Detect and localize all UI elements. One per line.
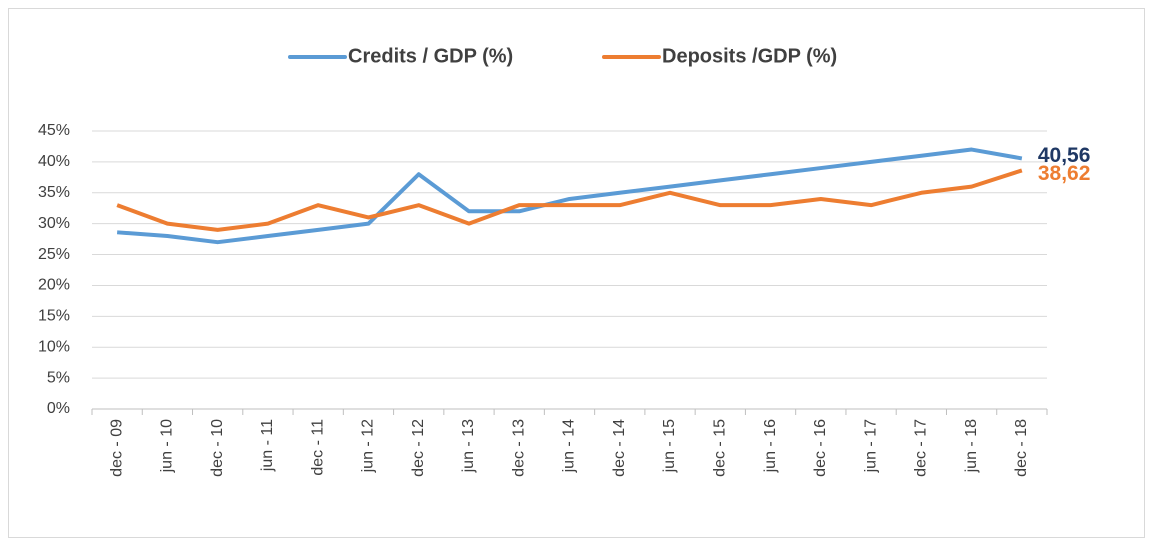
- line-series: [116, 147, 1023, 245]
- data-label: 38,62: [1038, 162, 1091, 185]
- y-tick-label: 10%: [38, 338, 70, 355]
- x-tick-label: dec - 14: [611, 419, 628, 477]
- x-tick-label: dec - 15: [712, 419, 729, 477]
- x-tick-label: dec - 12: [410, 419, 427, 477]
- x-tick-label: dec - 09: [108, 419, 125, 477]
- y-tick-label: 40%: [38, 153, 70, 170]
- legend-label: Credits / GDP (%): [348, 45, 513, 67]
- data-label: 40,56: [1038, 144, 1091, 167]
- x-tick-label: jun - 17: [862, 419, 879, 473]
- x-tick-label: jun - 12: [360, 419, 377, 473]
- x-tick-label: jun - 11: [259, 419, 276, 472]
- x-tick-label: dec - 18: [1013, 419, 1030, 477]
- x-tick-label: jun - 15: [661, 419, 678, 473]
- x-tick-label: dec - 11: [309, 419, 326, 476]
- x-tick-label: dec - 10: [209, 419, 226, 477]
- x-tick-label: jun - 16: [762, 419, 779, 473]
- legend-label: Deposits /GDP (%): [662, 45, 837, 67]
- x-tick-label: jun - 18: [963, 419, 980, 473]
- x-tick-label: jun - 14: [561, 419, 578, 473]
- y-tick-label: 0%: [47, 400, 70, 417]
- chart-border: [8, 8, 1145, 538]
- x-tick-label: jun - 13: [460, 419, 477, 473]
- y-tick-label: 5%: [47, 369, 70, 386]
- y-tick-label: 20%: [38, 277, 70, 294]
- line-series: [116, 168, 1023, 232]
- y-tick-label: 25%: [38, 246, 70, 263]
- y-tick-label: 45%: [38, 122, 70, 139]
- x-tick-label: dec - 16: [812, 419, 829, 477]
- x-tick-label: jun - 10: [159, 419, 176, 473]
- y-tick-label: 30%: [38, 215, 70, 232]
- y-tick-label: 15%: [38, 308, 70, 325]
- x-tick-label: dec - 17: [913, 419, 930, 477]
- y-tick-label: 35%: [38, 184, 70, 201]
- x-tick-label: dec - 13: [510, 419, 527, 477]
